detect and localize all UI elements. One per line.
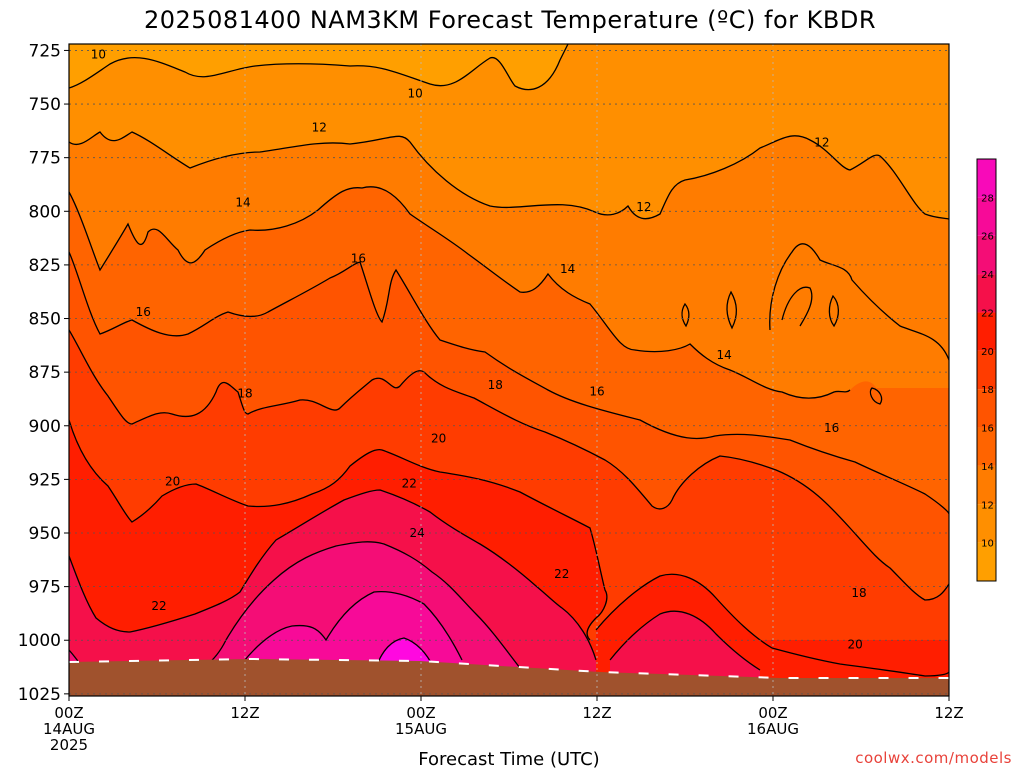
y-tick-label: 1000 [18,631,61,651]
contour-label: 20 [431,432,446,446]
chart-title: 2025081400 NAM3KM Forecast Temperature (… [144,6,876,34]
y-tick-label: 900 [29,417,61,437]
contour-label: 12 [312,121,327,135]
y-tick-label: 975 [29,578,61,598]
colorbar-swatch [977,312,996,351]
contour-label: 18 [488,378,503,392]
colorbar-frame [976,158,997,582]
colorbar-tick-label: 24 [981,270,994,281]
contour-label: 16 [136,305,151,319]
colorbar-tick-label: 22 [981,308,994,319]
contour-label: 16 [824,421,839,435]
x-tick-label: 2025 [50,736,88,754]
contour-label: 20 [165,475,180,489]
x-tick-label: 12Z [230,704,259,722]
colorbar-tick-label: 18 [981,385,994,396]
colorbar-swatch [977,542,996,581]
colorbar-swatch [977,350,996,390]
contour-label: 22 [151,599,166,613]
contour-label: 16 [589,384,604,398]
contour-label: 24 [409,526,424,540]
colorbar-tick-label: 10 [981,539,994,550]
ground-surface [69,659,949,696]
contour-label: 10 [407,86,422,100]
contour-label: 14 [560,262,575,276]
y-tick-label: 925 [29,470,61,490]
colorbar-tick-label: 12 [981,500,994,511]
colorbar-swatch [977,504,996,543]
contour-label: 22 [402,477,417,491]
colorbar-tick-label: 14 [981,462,994,473]
contour-labels: 10 10 12 12 12 14 14 14 16 16 16 16 18 18 18 20 20 20 22 22… [91,48,867,652]
x-axis-label: Forecast Time (UTC) [418,749,599,768]
x-tick-label: 15AUG [395,720,447,738]
x-tick-label: 00Z [758,704,787,722]
contour-label: 20 [847,638,862,652]
grid-lines [69,44,949,696]
colorbar-swatch [977,235,996,275]
contour-lines [69,44,949,682]
colorbar-swatch [977,197,996,236]
contour-label: 16 [351,251,366,265]
colorbar: 10 12 14 16 18 20 22 24 26 28 [976,158,997,582]
contour-label: 12 [636,200,651,214]
contour-label: 14 [235,196,250,210]
y-tick-label: 1025 [18,685,61,705]
x-tick-label: 12Z [582,704,611,722]
colorbar-swatch [977,427,996,466]
contour-label: 22 [554,567,569,581]
contour-label: 18 [237,387,252,401]
colorbar-tick-label: 16 [981,424,994,435]
y-tick-label: 875 [29,363,61,383]
y-tick-label: 750 [29,95,61,115]
colorbar-tick-label: 20 [981,347,994,358]
y-axis: 725 750 775 800 825 850 875 900 925 950 975 1000 102… [18,41,69,705]
x-tick-label: 00Z [54,704,83,722]
contour-label: 14 [716,348,731,362]
contour-label: 10 [91,48,106,62]
y-tick-label: 725 [29,41,61,61]
ground-edge [68,657,949,679]
contour-label: 12 [814,136,829,150]
y-tick-label: 775 [29,149,61,169]
credit-link[interactable]: coolwx.com/models [855,749,1012,767]
x-tick-label: 16AUG [747,720,799,738]
y-tick-label: 850 [29,310,61,330]
x-tick-label: 00Z [406,704,435,722]
y-tick-label: 950 [29,524,61,544]
colorbar-tick-label: 28 [981,193,994,204]
colorbar-swatch [977,159,996,198]
colorbar-tick-label: 26 [981,232,994,243]
x-tick-label: 12Z [934,704,963,722]
y-tick-label: 800 [29,202,61,222]
colorbar-swatch [977,389,996,428]
plot-frame [68,43,950,697]
colorbar-swatch [977,465,996,505]
colorbar-swatch [977,274,996,313]
x-tick-label: 14AUG [43,720,95,738]
y-tick-label: 825 [29,256,61,276]
contour-label: 18 [851,586,866,600]
